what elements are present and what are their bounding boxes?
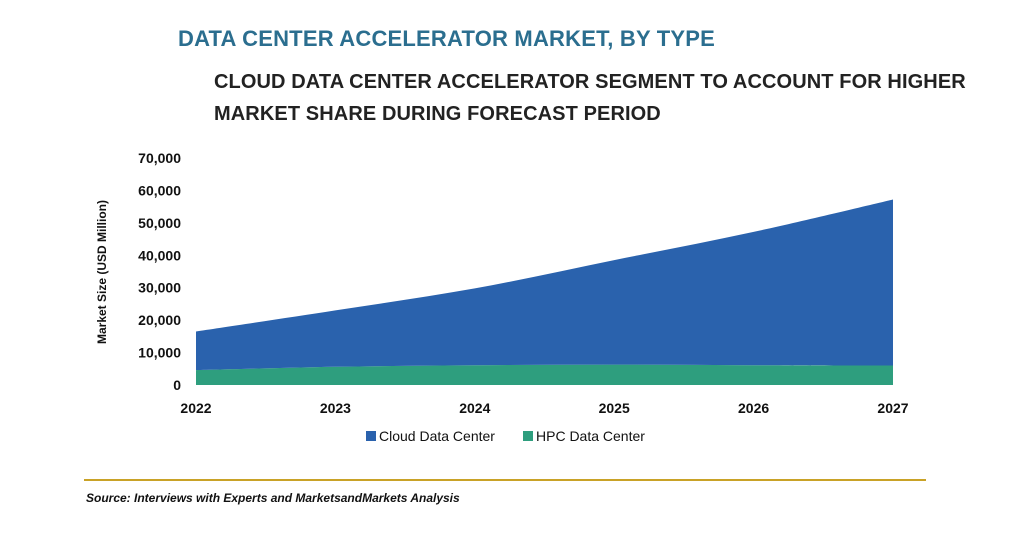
- y-tick-label: 70,000: [138, 150, 181, 166]
- legend-label-hpc-data-center: HPC Data Center: [536, 428, 645, 444]
- chart-subtitle: CLOUD DATA CENTER ACCELERATOR SEGMENT TO…: [214, 66, 966, 130]
- x-tick-label: 2024: [459, 400, 490, 416]
- y-tick-label: 10,000: [138, 345, 181, 361]
- area-chart: 0 10,000 20,000 30,000 40,000 50,000 60,000 70,…: [95, 150, 909, 444]
- x-axis-ticks: 2022 2023 2024 2025 2026 2027: [180, 400, 908, 416]
- x-tick-label: 2023: [320, 400, 351, 416]
- y-tick-label: 50,000: [138, 215, 181, 231]
- legend-label-cloud-data-center: Cloud Data Center: [379, 428, 495, 444]
- x-tick-label: 2025: [599, 400, 630, 416]
- legend-swatch-cloud-data-center: [366, 431, 376, 441]
- legend: Cloud Data Center HPC Data Center: [366, 428, 645, 444]
- chart-title: DATA CENTER ACCELERATOR MARKET, BY TYPE: [178, 26, 716, 51]
- area-cloud-data-center: [196, 199, 893, 371]
- y-axis-ticks: 0 10,000 20,000 30,000 40,000 50,000 60,000 70,…: [138, 150, 181, 393]
- source-note: Source: Interviews with Experts and Mark…: [86, 491, 460, 505]
- footer-divider: [84, 479, 926, 481]
- x-tick-label: 2026: [738, 400, 769, 416]
- y-tick-label: 60,000: [138, 182, 181, 198]
- y-tick-label: 0: [173, 377, 181, 393]
- y-tick-label: 20,000: [138, 312, 181, 328]
- plot-areas: [195, 199, 894, 385]
- area-hpc-data-center: [196, 364, 893, 385]
- subtitle-line-1: CLOUD DATA CENTER ACCELERATOR SEGMENT TO…: [214, 71, 966, 93]
- y-tick-label: 30,000: [138, 280, 181, 296]
- y-axis-title: Market Size (USD Million): [95, 200, 109, 344]
- y-tick-label: 40,000: [138, 247, 181, 263]
- subtitle-line-2: MARKET SHARE DURING FORECAST PERIOD: [214, 103, 661, 125]
- x-tick-label: 2027: [877, 400, 908, 416]
- legend-swatch-hpc-data-center: [523, 431, 533, 441]
- x-tick-label: 2022: [180, 400, 211, 416]
